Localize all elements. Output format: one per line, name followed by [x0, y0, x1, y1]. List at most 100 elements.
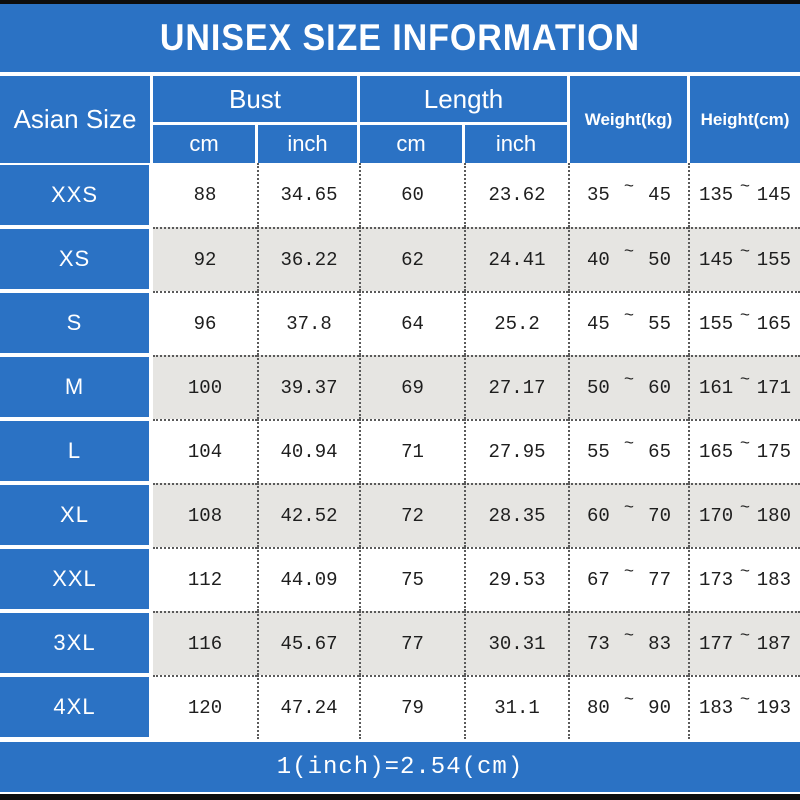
- height-max: 171: [756, 377, 791, 399]
- cell-bust-inch: 42.52: [257, 483, 359, 547]
- cell-length-inch: 27.17: [464, 355, 568, 419]
- cell-bust-cm: 92: [153, 227, 257, 291]
- tilde-separator: ~: [623, 434, 635, 454]
- cell-height-range: 145 ~ 155: [688, 227, 800, 291]
- cell-weight-range: 60 ~ 70: [568, 483, 688, 547]
- cell-bust-cm: 96: [153, 291, 257, 355]
- table-header: Asian Size Bust Length cm inch cm inch W…: [0, 76, 800, 163]
- cell-length-cm: 75: [359, 547, 464, 611]
- table-row-s: S 96 37.8 64 25.2 45 ~ 55 155 ~ 165: [0, 291, 800, 355]
- cell-height-range: 135 ~ 145: [688, 163, 800, 227]
- column-header-length-cm: cm: [360, 125, 462, 163]
- cell-bust-inch: 39.37: [257, 355, 359, 419]
- cell-length-inch: 23.62: [464, 163, 568, 227]
- table-body: XXS 88 34.65 60 23.62 35 ~ 45 135 ~ 145 …: [0, 163, 800, 739]
- cell-length-cm: 71: [359, 419, 464, 483]
- tilde-separator: ~: [623, 498, 635, 518]
- weight-min: 45: [587, 313, 610, 335]
- cell-bust-inch: 44.09: [257, 547, 359, 611]
- table-row-xxl: XXL 112 44.09 75 29.53 67 ~ 77 173 ~ 183: [0, 547, 800, 611]
- size-label: S: [0, 293, 149, 353]
- tilde-separator: ~: [623, 626, 635, 646]
- column-header-bust-inch: inch: [258, 125, 357, 163]
- column-group-length: Length: [360, 76, 567, 122]
- title-divider: [0, 72, 800, 76]
- cell-height-range: 173 ~ 183: [688, 547, 800, 611]
- column-header-asian-size: Asian Size: [0, 76, 150, 163]
- cell-height-range: 177 ~ 187: [688, 611, 800, 675]
- cell-bust-inch: 34.65: [257, 163, 359, 227]
- cell-bust-cm: 108: [153, 483, 257, 547]
- table-row-l: L 104 40.94 71 27.95 55 ~ 65 165 ~ 175: [0, 419, 800, 483]
- cell-length-inch: 29.53: [464, 547, 568, 611]
- size-label: XXS: [0, 165, 149, 225]
- height-max: 183: [756, 569, 791, 591]
- size-label: 3XL: [0, 613, 149, 673]
- weight-min: 35: [587, 184, 610, 206]
- bottom-border-bar: [0, 794, 800, 800]
- tilde-separator: ~: [623, 370, 635, 390]
- tilde-separator: ~: [623, 562, 635, 582]
- cell-bust-cm: 112: [153, 547, 257, 611]
- height-min: 135: [699, 184, 734, 206]
- cell-bust-inch: 45.67: [257, 611, 359, 675]
- table-row-m: M 100 39.37 69 27.17 50 ~ 60 161 ~ 171: [0, 355, 800, 419]
- cell-bust-inch: 37.8: [257, 291, 359, 355]
- cell-length-inch: 27.95: [464, 419, 568, 483]
- weight-max: 90: [648, 697, 671, 719]
- bottom-divider: [0, 792, 800, 794]
- cell-bust-inch: 40.94: [257, 419, 359, 483]
- tilde-separator: ~: [623, 306, 635, 326]
- height-max: 180: [756, 505, 791, 527]
- weight-max: 60: [648, 377, 671, 399]
- table-row-xxs: XXS 88 34.65 60 23.62 35 ~ 45 135 ~ 145: [0, 163, 800, 227]
- column-header-bust-cm: cm: [153, 125, 255, 163]
- size-label: XXL: [0, 549, 149, 609]
- size-label: M: [0, 357, 149, 417]
- tilde-separator: ~: [739, 626, 751, 646]
- cell-bust-inch: 47.24: [257, 675, 359, 739]
- cell-bust-inch: 36.22: [257, 227, 359, 291]
- cell-weight-range: 35 ~ 45: [568, 163, 688, 227]
- cell-weight-range: 50 ~ 60: [568, 355, 688, 419]
- column-group-bust: Bust: [153, 76, 357, 122]
- tilde-separator: ~: [739, 306, 751, 326]
- cell-height-range: 155 ~ 165: [688, 291, 800, 355]
- height-max: 155: [756, 249, 791, 271]
- weight-min: 60: [587, 505, 610, 527]
- cell-height-range: 161 ~ 171: [688, 355, 800, 419]
- height-max: 175: [756, 441, 791, 463]
- column-header-height: Height(cm): [690, 76, 800, 163]
- cell-length-cm: 60: [359, 163, 464, 227]
- height-max: 165: [756, 313, 791, 335]
- cell-height-range: 170 ~ 180: [688, 483, 800, 547]
- weight-min: 67: [587, 569, 610, 591]
- cell-length-inch: 31.1: [464, 675, 568, 739]
- tilde-separator: ~: [623, 242, 635, 262]
- tilde-separator: ~: [739, 177, 751, 197]
- cell-length-cm: 77: [359, 611, 464, 675]
- weight-max: 45: [648, 184, 671, 206]
- weight-max: 77: [648, 569, 671, 591]
- tilde-separator: ~: [623, 177, 635, 197]
- weight-min: 80: [587, 697, 610, 719]
- cell-weight-range: 55 ~ 65: [568, 419, 688, 483]
- cell-bust-cm: 104: [153, 419, 257, 483]
- size-label: XL: [0, 485, 149, 545]
- table-row-3xl: 3XL 116 45.67 77 30.31 73 ~ 83 177 ~ 187: [0, 611, 800, 675]
- cell-length-cm: 64: [359, 291, 464, 355]
- weight-max: 55: [648, 313, 671, 335]
- top-border-bar: [0, 0, 800, 4]
- cell-weight-range: 40 ~ 50: [568, 227, 688, 291]
- size-label: 4XL: [0, 677, 149, 737]
- weight-min: 55: [587, 441, 610, 463]
- cell-bust-cm: 88: [153, 163, 257, 227]
- cell-weight-range: 80 ~ 90: [568, 675, 688, 739]
- cell-height-range: 165 ~ 175: [688, 419, 800, 483]
- size-label: XS: [0, 229, 149, 289]
- height-min: 145: [699, 249, 734, 271]
- conversion-note: 1(inch)=2.54(cm): [276, 753, 524, 781]
- height-min: 177: [699, 633, 734, 655]
- tilde-separator: ~: [739, 562, 751, 582]
